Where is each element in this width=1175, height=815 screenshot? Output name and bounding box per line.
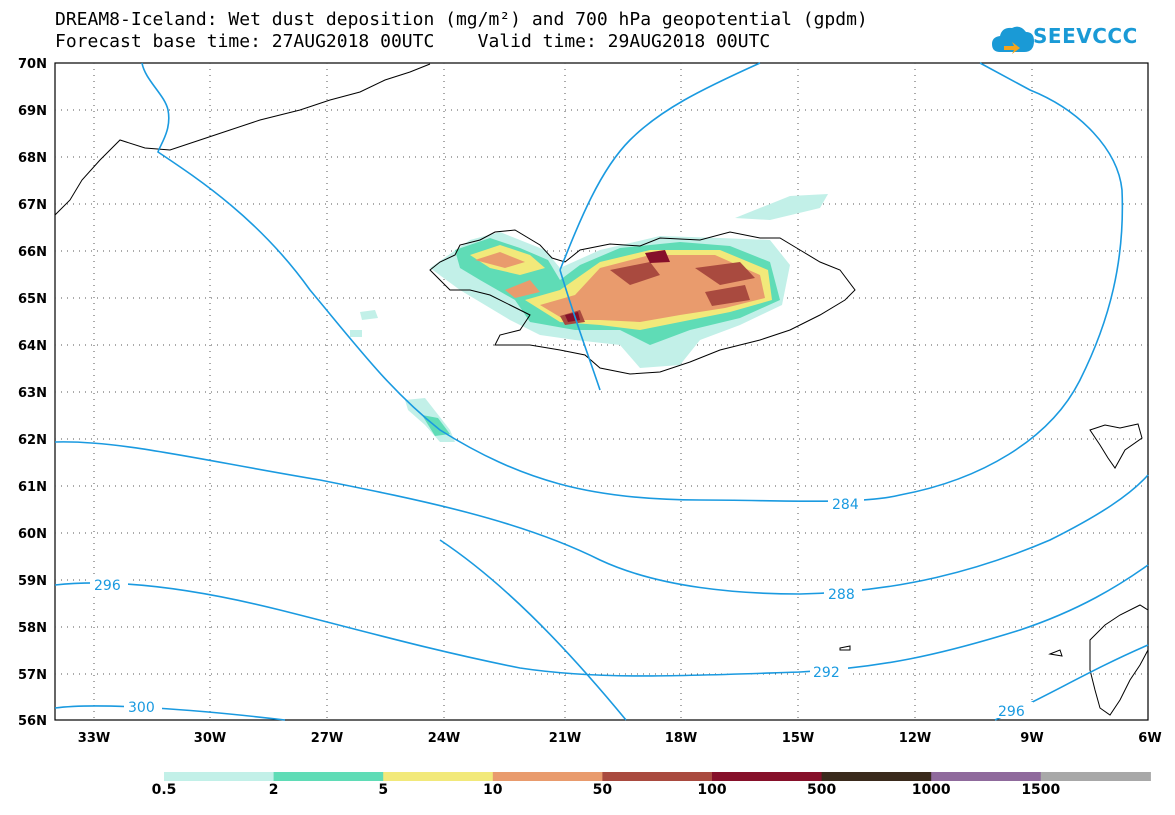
contour-center [559,269,601,391]
lon-label: 6W [1138,731,1161,746]
contour-ridge [439,539,627,721]
colorbar-segment [931,772,1042,781]
contour-292 [54,564,1149,677]
lat-label: 65N [18,292,47,307]
lon-label: 30W [194,731,226,746]
lon-label: 18W [665,731,697,746]
map-subtitle-times: Forecast base time: 27AUG2018 00UTC Vali… [55,31,771,52]
lat-label: 61N [18,480,47,495]
colorbar-segment [492,772,603,781]
dust-deposition-field [350,194,828,442]
colorbar-tick-label: 2 [268,782,279,798]
lon-label: 33W [78,731,110,746]
colorbar-tick-label: 1500 [1021,782,1061,798]
lat-label: 69N [18,104,47,119]
contour-label-288: 288 [828,587,855,603]
lon-label: 9W [1020,731,1043,746]
lon-label: 15W [782,731,814,746]
colorbar-tick-label: 5 [378,782,389,798]
colorbar-segment [273,772,384,781]
lat-label: 57N [18,668,47,683]
lat-label: 67N [18,198,47,213]
colorbar-tick-label: 100 [697,782,727,798]
contour-label-292: 292 [813,665,840,681]
colorbar-tick-label: 10 [483,782,503,798]
colorbar-segment [712,772,823,781]
colorbar-segment [821,772,932,781]
colorbar-segment [164,772,275,781]
lat-label: 64N [18,339,47,354]
contour-label-296-east: 296 [998,704,1025,720]
lat-label: 59N [18,574,47,589]
lon-label: 24W [428,731,460,746]
colorbar-tick-label: 50 [592,782,613,798]
lat-label: 56N [18,714,47,729]
contour-288 [54,441,1149,595]
colorbar-tick-label: 500 [806,782,837,798]
colorbar [164,772,1151,781]
lon-label: 12W [899,731,931,746]
colorbar-tick-label: 0.5 [151,782,177,798]
contour-label-284: 284 [832,497,859,513]
lat-label: 66N [18,245,47,260]
colorbar-segment [383,772,494,781]
lon-label: 27W [311,731,343,746]
contour-labels: 284 288 292 296 296 300 [90,495,1033,720]
coastlines [54,63,1149,716]
map-title: DREAM8-Iceland: Wet dust deposition (mg/… [55,9,868,30]
contour-north [559,62,761,271]
lat-label: 63N [18,386,47,401]
lat-label: 70N [18,57,47,72]
lat-label: 60N [18,527,47,542]
lon-label: 21W [549,731,581,746]
geopotential-contours [54,62,1149,721]
contour-label-296: 296 [94,578,121,594]
colorbar-segment [1040,772,1151,781]
longitude-labels: 33W 30W 27W 24W 21W 18W 15W 12W 9W 6W [78,731,1162,746]
contour-label-300: 300 [128,700,155,716]
lat-label: 62N [18,433,47,448]
latitude-labels: 70N 69N 68N 67N 66N 65N 64N 63N 62N 61N … [18,57,47,729]
contour-284 [141,62,1124,503]
cloud-icon [992,26,1034,54]
lat-label: 58N [18,621,47,636]
lat-label: 68N [18,151,47,166]
colorbar-tick-label: 1000 [911,782,951,798]
colorbar-segment [602,772,713,781]
logo-text: SEEVCCC [1033,24,1138,48]
